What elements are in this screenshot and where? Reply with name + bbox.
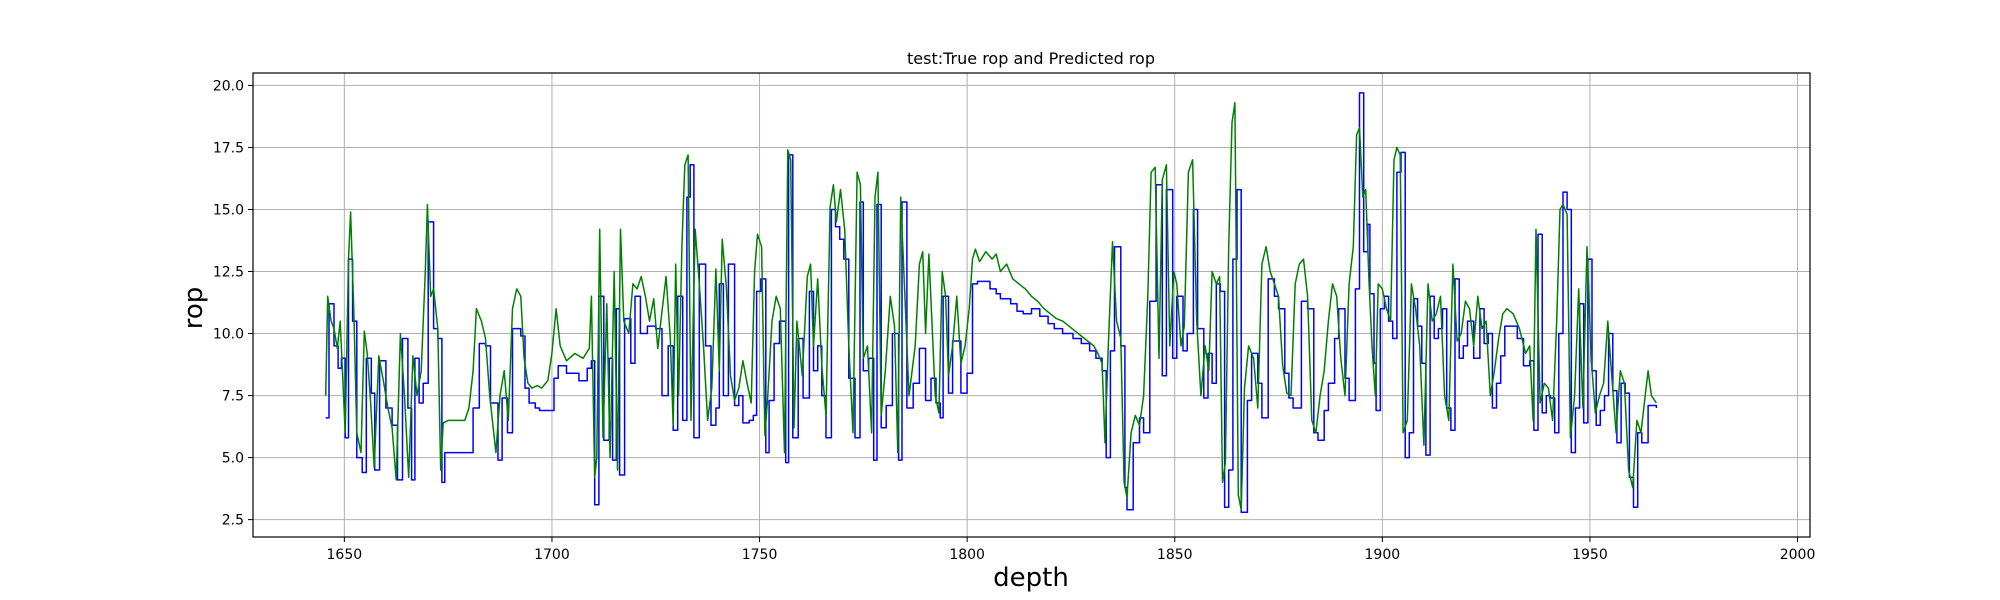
x-tick-label: 1700: [534, 547, 570, 563]
x-tick-label: 1800: [949, 547, 985, 563]
x-tick-label: 1650: [327, 547, 363, 563]
y-axis-label: rop: [179, 287, 209, 330]
y-tick-label: 15.0: [213, 202, 244, 218]
x-tick-label: 1950: [1572, 547, 1608, 563]
series-layer: [324, 92, 1658, 513]
series-line-1: [325, 92, 1658, 513]
plot-frame: [252, 72, 1811, 538]
y-tick-label: 20.0: [213, 78, 244, 94]
x-tick-label: 2000: [1780, 547, 1816, 563]
y-tick-label: 7.5: [222, 389, 244, 405]
x-tick-label: 1900: [1365, 547, 1401, 563]
y-tick-label: 10.0: [213, 327, 244, 343]
y-tick-label: 17.5: [213, 140, 244, 156]
chart-title: test:True rop and Predicted rop: [907, 49, 1155, 68]
y-axis: 2.5 5.0 7.5 10.0 12.5 15.0 17.5 20.0: [213, 78, 253, 529]
y-tick-label: 5.0: [222, 451, 244, 467]
y-tick-label: 12.5: [213, 265, 244, 281]
series-line-2: [324, 102, 1658, 511]
x-tick-label: 1850: [1157, 547, 1193, 563]
x-tick-label: 1750: [742, 547, 778, 563]
x-axis: 1650 1700 1750 1800 1850 1900 1950 2000: [327, 537, 1816, 563]
y-tick-label: 2.5: [222, 513, 244, 529]
x-axis-label: depth: [993, 563, 1069, 593]
